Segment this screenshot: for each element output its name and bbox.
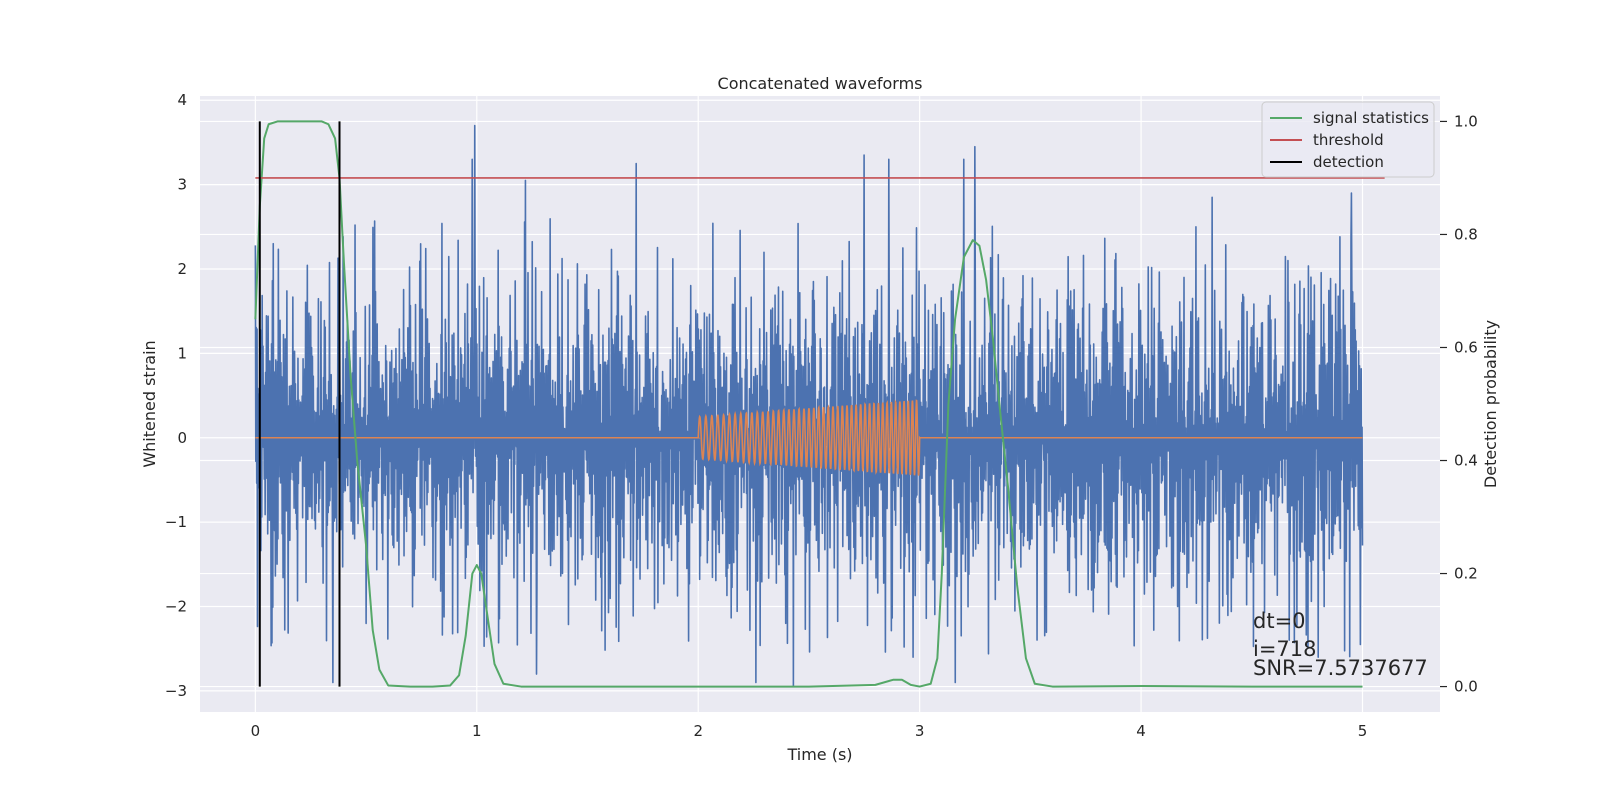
- y-tick-label: 1: [177, 344, 187, 362]
- tick-layer: 0 1 2 3 4 5 −3 −2 −1 0 1 2 3 4 0.0 0.2 0.4 0.6 0.8 1.0: [165, 91, 1478, 740]
- x-tick-label: 2: [693, 722, 703, 740]
- x-tick-label: 1: [472, 722, 482, 740]
- legend-label: detection: [1313, 153, 1384, 171]
- y2-tick-label: 0.8: [1454, 225, 1478, 243]
- y-axis-label: Whitened strain: [140, 340, 159, 467]
- annotation-dt: dt=0: [1253, 609, 1306, 633]
- y2-tick-label: 0.0: [1454, 678, 1478, 696]
- y2-tick-label: 0.4: [1454, 452, 1478, 470]
- annotation-index: i=718: [1253, 637, 1317, 661]
- y-tick-label: 4: [177, 91, 187, 109]
- legend-label: signal statistics: [1313, 109, 1429, 127]
- annotation-snr: SNR=7.5737677: [1253, 656, 1428, 680]
- whitened-strain-series: [254, 124, 1364, 688]
- x-tick-label: 4: [1136, 722, 1146, 740]
- y2-tick-label: 1.0: [1454, 112, 1478, 130]
- x-tick-label: 0: [251, 722, 261, 740]
- x-tick-label: 3: [915, 722, 925, 740]
- x-tick-label: 5: [1358, 722, 1368, 740]
- y2-tick-label: 0.6: [1454, 338, 1478, 356]
- y-tick-label: −2: [165, 598, 187, 616]
- y-tick-label: −3: [165, 682, 187, 700]
- legend: signal statistics threshold detection: [1261, 101, 1435, 178]
- chart-title: Concatenated waveforms: [718, 74, 923, 93]
- legend-label: threshold: [1313, 131, 1384, 149]
- y-tick-label: 3: [177, 176, 187, 194]
- y2-axis-label: Detection probability: [1481, 320, 1500, 488]
- y-tick-label: 2: [177, 260, 187, 278]
- injected-signal-series: [255, 399, 1363, 476]
- annotation-block: dt=0 i=718 SNR=7.5737677: [1253, 609, 1428, 680]
- series-layer: [254, 120, 1385, 688]
- y-tick-label: −1: [165, 513, 187, 531]
- y-tick-label: 0: [177, 429, 187, 447]
- x-axis-label: Time (s): [786, 745, 852, 764]
- legend-box: [1261, 101, 1435, 178]
- y2-tick-label: 0.2: [1454, 565, 1478, 583]
